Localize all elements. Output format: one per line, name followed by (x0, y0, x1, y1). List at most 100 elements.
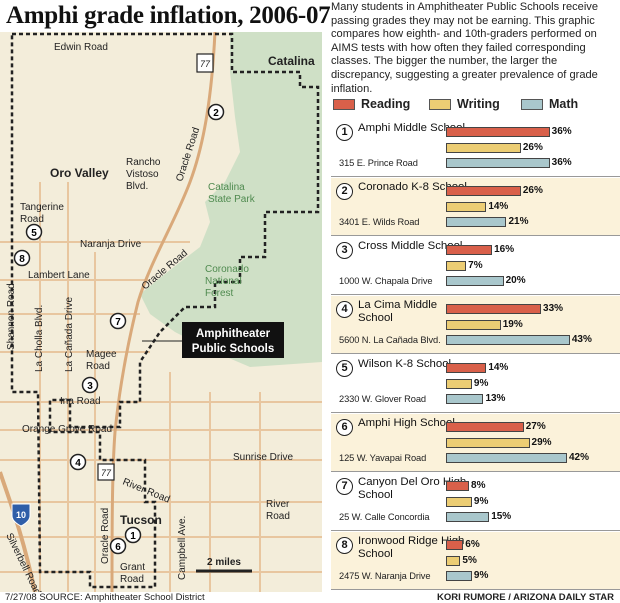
map-place-line: River (266, 499, 290, 510)
school-marker-num: 2 (213, 108, 219, 119)
bar-math (446, 571, 472, 581)
bar-value-math: 9% (473, 570, 489, 581)
bar-math (446, 335, 570, 345)
school-address: 125 W. Yavapai Road (339, 453, 427, 463)
bar-value-math: 43% (571, 334, 592, 345)
bar-math (446, 158, 550, 168)
bar-writing (446, 378, 472, 389)
bar-reading (446, 127, 550, 137)
map-place: Edwin Road (54, 42, 108, 53)
legend-swatch-math (521, 99, 543, 110)
map-place: Catalina State Park (208, 182, 256, 205)
map-place: Coronado National Forest (205, 264, 249, 299)
school-address: 3401 E. Wilds Road (339, 217, 420, 227)
footer-source: 7/27/08 SOURCE: Amphitheater School Dist… (5, 592, 205, 603)
map-place-line: Rancho (126, 157, 161, 168)
map-place: Grant Road (120, 562, 145, 585)
bar-reading (446, 540, 464, 550)
map-place-line: Forest (205, 288, 234, 299)
school-marker-num: 8 (19, 254, 25, 265)
bar-value-reading: 27% (525, 421, 546, 432)
map-place-line: Magee (86, 349, 117, 360)
school-number: 4 (336, 301, 353, 318)
school-row: 7 Canyon Del Oro High School 25 W. Calle C… (331, 473, 620, 531)
school-marker: 1 2 3 4 5 6 7 8 (13, 103, 225, 555)
bar-value-math: 36% (551, 157, 572, 168)
bar-writing (446, 260, 467, 271)
school-row: 8 Ironwood Ridge High School 2475 W. Naran… (331, 532, 620, 590)
bar-value-writing: 9% (473, 377, 489, 389)
school-name: Amphi Middle School (358, 122, 465, 134)
district-boundary (10, 32, 320, 589)
bar-writing (446, 496, 472, 507)
bar-math (446, 217, 507, 227)
bar-reading (446, 245, 493, 255)
map-place: Tangerine Road (20, 202, 64, 225)
map-place-line: State Park (208, 194, 256, 205)
bar-reading (446, 304, 542, 314)
school-name: Wilson K-8 School (358, 358, 452, 370)
legend: Reading Writing Math (331, 96, 619, 114)
map-place: Catalina (268, 54, 315, 68)
legend-label-reading: Reading (361, 97, 411, 111)
school-address: 2475 W. Naranja Drive (339, 571, 431, 581)
bar-value-reading: 36% (551, 126, 572, 137)
school-number: 7 (336, 478, 353, 495)
bar-value-writing: 9% (473, 495, 489, 507)
highway-77-label: 77 (200, 59, 211, 69)
map-place: Lambert Lane (28, 270, 90, 281)
legend-label-math: Math (549, 97, 579, 111)
map-place-line: Blvd. (126, 181, 148, 192)
bar-value-reading: 26% (522, 185, 543, 196)
school-number: 5 (336, 360, 353, 377)
bar-value-writing: 26% (522, 141, 543, 153)
school-marker-num: 1 (130, 531, 136, 542)
school-number: 3 (336, 242, 353, 259)
school-number: 6 (336, 419, 353, 436)
map-place: River Road (266, 499, 290, 522)
map-place: Sunrise Drive (233, 452, 293, 463)
chart-title: Amphi grade inflation, 2006-07 (6, 2, 331, 29)
school-name: Amphi High School (358, 417, 455, 429)
legend-swatch-writing (429, 99, 451, 110)
bar-value-writing: 19% (502, 318, 523, 330)
bar-math (446, 512, 490, 522)
bar-value-writing: 14% (488, 200, 509, 212)
school-marker-num: 4 (75, 458, 81, 469)
school-address: 5600 N. La Cañada Blvd. (339, 335, 441, 345)
bar-value-writing: 7% (468, 259, 483, 271)
map-place: Naranja Drive (80, 239, 142, 250)
school-row: 5 Wilson K-8 School 2330 W. Glover Road 14%… (331, 355, 620, 413)
school-name: Canyon Del Oro High School (358, 476, 467, 501)
bar-writing (446, 437, 530, 448)
interstate-10-shield: 10 (11, 503, 31, 527)
bar-value-math: 20% (505, 275, 526, 286)
school-address: 1000 W. Chapala Drive (339, 276, 433, 286)
intro-text: Many students in Amphitheater Public Sch… (331, 1, 599, 95)
highway-77-label: 77 (101, 468, 112, 478)
forest-area (140, 32, 322, 367)
map-place-line: Road (120, 574, 144, 585)
bar-reading (446, 363, 487, 373)
scale-label: 2 miles (207, 557, 241, 568)
bar-value-writing: 5% (462, 554, 477, 566)
bar-value-reading: 6% (465, 539, 480, 550)
school-number: 1 (336, 124, 353, 141)
map-place-line: Road (86, 361, 110, 372)
map-place: La Cholla Blvd. (34, 305, 45, 372)
school-marker-num: 6 (115, 542, 121, 553)
school-marker-num: 7 (115, 317, 121, 328)
bar-reading (446, 481, 470, 491)
bar-value-math: 15% (491, 511, 512, 522)
bar-writing (446, 555, 461, 566)
bar-value-math: 42% (568, 452, 589, 463)
bar-value-reading: 14% (488, 362, 509, 373)
school-row: 4 La Cima Middle School 5600 N. La Cañada … (331, 296, 620, 354)
bar-writing (446, 201, 487, 212)
map-place: Ina Road (60, 396, 101, 407)
district-map: 77 77 10 Edwin Road Catalina Oro Valley … (0, 32, 322, 592)
legend-label-writing: Writing (457, 97, 500, 111)
school-address: 25 W. Calle Concordia (339, 512, 430, 522)
map-place-line: Road (266, 511, 290, 522)
bar-reading (446, 422, 524, 432)
